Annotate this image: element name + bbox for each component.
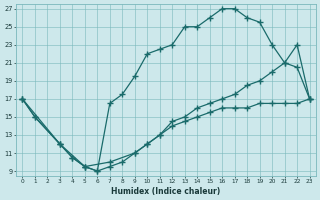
X-axis label: Humidex (Indice chaleur): Humidex (Indice chaleur): [111, 187, 220, 196]
